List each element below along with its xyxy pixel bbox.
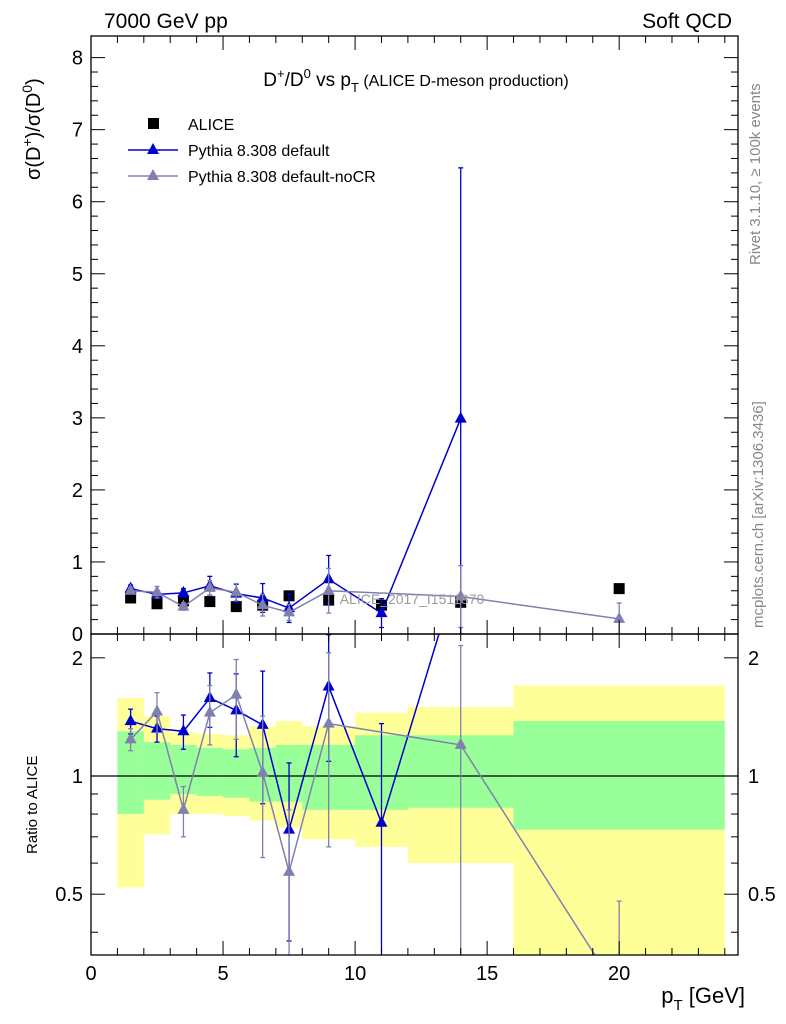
legend-label-alice: ALICE (188, 117, 234, 134)
nocr-line (130, 587, 620, 620)
nocr-ratio-point (283, 864, 296, 876)
default-ratio-point (124, 714, 137, 726)
nocr-point (613, 611, 626, 623)
y-tick-label: 3 (72, 408, 83, 430)
default-ratio-point (177, 724, 190, 736)
nocr-point (283, 605, 296, 617)
nocr-ratio-point (177, 802, 190, 814)
default-point (375, 606, 388, 618)
ratio-y-tick-label-right: 1 (748, 766, 759, 788)
rivet-label: Rivet 3.1.10, ≥ 100k events (747, 83, 764, 265)
x-axis-label: pT [GeV] (661, 983, 745, 1014)
nocr-point (124, 583, 137, 595)
ratio-y-tick-label: 0.5 (55, 884, 83, 906)
default-ratio-point (375, 815, 388, 827)
x-tick-label: 10 (344, 963, 366, 985)
ratio-panel-data (91, 634, 738, 955)
ratio-y-tick-label-right: 0.5 (748, 884, 776, 906)
nocr-ratio-point (124, 732, 137, 744)
chart-title: D+/D0 vs pT (ALICE D-meson production) (263, 66, 569, 95)
y-tick-label: 0 (72, 624, 83, 646)
y-tick-label: 1 (72, 552, 83, 574)
axes: 0 5 10 15 20 0 1 2 3 4 5 6 7 8 0.5 0.5 1 1 2 2 (55, 35, 776, 985)
alice-point (230, 601, 242, 613)
nocr-point (177, 599, 190, 611)
header-left: 7000 GeV pp (104, 10, 228, 33)
nocr-ratio-point (230, 687, 243, 699)
band-inner (196, 747, 224, 796)
nocr-ratio-point (322, 716, 335, 728)
ratio-y-tick-label: 1 (72, 766, 83, 788)
band-inner (143, 742, 171, 800)
alice-point (125, 592, 137, 604)
legend-label-default: Pythia 8.308 default (188, 143, 330, 160)
nocr-ratio-point (454, 737, 467, 749)
legend: ALICE Pythia 8.308 default Pythia 8.308 … (128, 117, 376, 186)
y-tick-label: 8 (72, 48, 83, 70)
default-point (177, 585, 190, 597)
default-point (454, 411, 467, 423)
ratio-y-tick-label: 2 (72, 648, 83, 670)
y-tick-label: 6 (72, 192, 83, 214)
x-tick-label: 0 (85, 963, 96, 985)
nocr-ratio-line (130, 693, 596, 955)
upper-panel-data (124, 167, 626, 634)
legend-marker-nocr (147, 169, 159, 180)
nocr-ratio-point (203, 705, 216, 717)
nocr-point (230, 585, 243, 597)
y-tick-label: 5 (72, 264, 83, 286)
default-line (130, 418, 462, 615)
legend-marker-alice (148, 118, 159, 129)
nocr-point (256, 598, 269, 610)
default-ratio-line (130, 634, 440, 833)
nocr-point (151, 585, 164, 597)
x-tick-label: 15 (476, 963, 498, 985)
x-tick-label: 5 (217, 963, 228, 985)
watermark: ALICE_2017_I1511870 (340, 591, 485, 607)
lower-frame (90, 633, 739, 956)
nocr-ratio-point (256, 765, 269, 777)
mcplots-label: mcplots.cern.ch [arXiv:1306.3436] (750, 401, 767, 628)
nocr-point (203, 580, 216, 592)
x-tick-label: 20 (608, 963, 630, 985)
y-axis-label: σ(D+)/σ(D0) (19, 78, 45, 180)
legend-marker-default (147, 143, 159, 154)
nocr-ratio-point (151, 704, 164, 716)
y-tick-label: 2 (72, 480, 83, 502)
ratio-y-axis-label: Ratio to ALICE (24, 756, 41, 854)
ratio-y-tick-label-right: 2 (748, 648, 759, 670)
y-tick-label: 7 (72, 120, 83, 142)
legend-label-nocr: Pythia 8.308 default-noCR (188, 169, 376, 186)
band-inner (513, 721, 725, 830)
band-inner (170, 744, 197, 794)
alice-point (151, 598, 163, 610)
nocr-point (322, 583, 335, 595)
y-tick-label: 4 (72, 336, 83, 358)
nocr-point (454, 589, 467, 601)
alice-point (613, 583, 625, 595)
header-right: Soft QCD (642, 10, 732, 33)
alice-point (204, 596, 216, 608)
